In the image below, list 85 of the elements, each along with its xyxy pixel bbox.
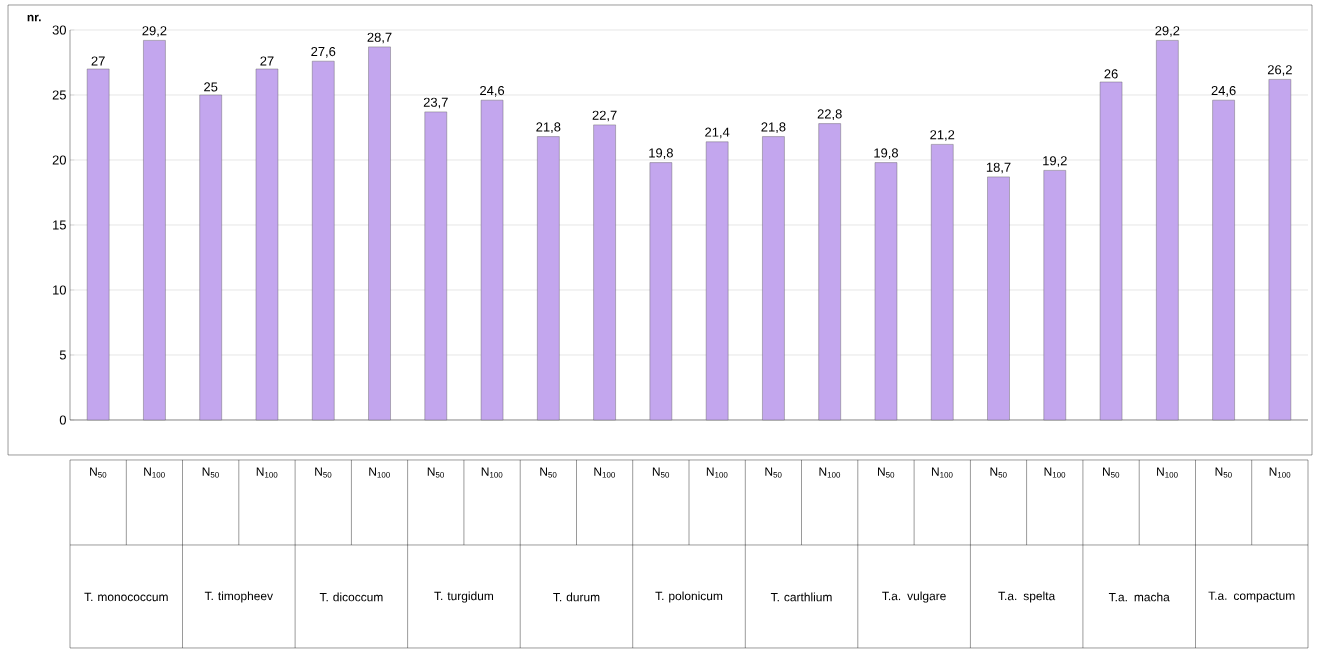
bar bbox=[987, 176, 1010, 421]
data-label: 19,2 bbox=[1043, 156, 1067, 167]
data-label: 27 bbox=[260, 56, 274, 66]
data-label: 21,8 bbox=[536, 122, 561, 134]
text: T. dicoccum bbox=[319, 592, 383, 602]
bar bbox=[818, 123, 841, 421]
text: T. turgidum bbox=[434, 591, 494, 603]
x-tick-label: N$_{100}$ bbox=[706, 467, 728, 478]
data-label: 21,2 bbox=[930, 130, 955, 141]
x-tick-label: N$_{100}$ bbox=[594, 467, 616, 478]
bar bbox=[649, 162, 673, 421]
bar bbox=[1212, 99, 1235, 421]
bar bbox=[1156, 40, 1179, 421]
x-tick-label: N$_{100}$ bbox=[819, 467, 841, 478]
x-tick-label: N$_{100}$ bbox=[931, 467, 953, 478]
bar bbox=[931, 144, 954, 421]
data-label: 21,8 bbox=[761, 122, 786, 134]
x-tick-label: N$_{100}$ bbox=[1044, 467, 1066, 478]
text: T. durum bbox=[553, 592, 600, 602]
x-tick-label: N$_{50}$ bbox=[1215, 467, 1232, 478]
bar bbox=[312, 60, 335, 421]
y-tick-label: 30 bbox=[52, 25, 66, 35]
y-tick-label: 10 bbox=[53, 285, 66, 295]
y-tick-label: 0 bbox=[59, 415, 66, 425]
y-axis-title: nr. bbox=[27, 14, 41, 22]
data-label: 24,6 bbox=[1211, 85, 1236, 97]
x-tick-label: N$_{50}$ bbox=[878, 467, 895, 478]
data-label: 22,8 bbox=[817, 109, 842, 121]
y-tick-label: 20 bbox=[52, 155, 66, 165]
data-label: 25 bbox=[204, 82, 218, 92]
data-label: 21,4 bbox=[705, 127, 730, 139]
x-tick-label: N$_{100}$ bbox=[256, 467, 278, 478]
bar bbox=[1099, 81, 1123, 421]
bar bbox=[762, 136, 785, 421]
data-label: 23,7 bbox=[423, 97, 448, 109]
data-label: 19,8 bbox=[874, 148, 899, 160]
bar bbox=[1043, 170, 1066, 421]
data-label: 24,6 bbox=[480, 85, 505, 97]
text: T. polonicum bbox=[655, 591, 723, 603]
text: T. timopheev bbox=[204, 591, 273, 603]
text: T.a. spelta bbox=[998, 591, 1056, 603]
data-label: 26 bbox=[1104, 69, 1118, 79]
text: T.a. compactum bbox=[1208, 591, 1295, 603]
x-tick-label: N$_{100}$ bbox=[369, 467, 390, 478]
x-tick-label: N$_{50}$ bbox=[315, 467, 332, 478]
data-label: 26,2 bbox=[1267, 65, 1292, 76]
y-tick-label: 15 bbox=[53, 220, 66, 230]
x-tick-label: N$_{100}$ bbox=[481, 467, 503, 478]
bar bbox=[199, 94, 222, 421]
bar bbox=[424, 111, 447, 421]
x-tick-label: N$_{100}$ bbox=[144, 467, 165, 478]
x-tick-label: N$_{50}$ bbox=[1102, 467, 1120, 478]
bar bbox=[368, 46, 391, 421]
data-label: 28,7 bbox=[367, 32, 392, 44]
text: T.a. macha bbox=[1108, 592, 1170, 602]
data-label: 22,7 bbox=[592, 110, 617, 122]
x-tick-label: N$_{50}$ bbox=[540, 467, 557, 478]
data-label: 29,2 bbox=[1155, 26, 1180, 37]
text: T. monococcum bbox=[84, 592, 168, 602]
bar bbox=[480, 99, 504, 421]
bar bbox=[86, 68, 110, 421]
text: T. carthlium bbox=[770, 592, 832, 602]
bar bbox=[874, 162, 898, 421]
data-label: 27 bbox=[91, 56, 105, 66]
data-label: 19,8 bbox=[649, 148, 673, 160]
bar bbox=[593, 124, 616, 421]
y-tick-label: 25 bbox=[52, 90, 66, 100]
x-tick-label: N$_{100}$ bbox=[1269, 467, 1291, 478]
x-tick-label: N$_{50}$ bbox=[90, 467, 107, 478]
x-tick-label: N$_{100}$ bbox=[1157, 467, 1178, 478]
bar bbox=[1268, 79, 1292, 421]
x-tick-label: N$_{50}$ bbox=[202, 467, 219, 478]
text: T.a. vulgare bbox=[882, 591, 946, 603]
x-tick-label: N$_{50}$ bbox=[990, 467, 1007, 478]
x-tick-label: N$_{50}$ bbox=[427, 467, 444, 478]
bar bbox=[537, 136, 560, 421]
bar bbox=[255, 68, 279, 421]
data-label: 18,7 bbox=[986, 162, 1011, 174]
data-label: 27,6 bbox=[311, 46, 336, 58]
y-tick-label: 5 bbox=[59, 350, 66, 360]
bar bbox=[143, 40, 166, 421]
x-tick-label: N$_{50}$ bbox=[765, 467, 782, 478]
bar bbox=[705, 141, 729, 421]
x-tick-label: N$_{50}$ bbox=[652, 467, 670, 478]
data-label: 29,2 bbox=[142, 26, 167, 37]
